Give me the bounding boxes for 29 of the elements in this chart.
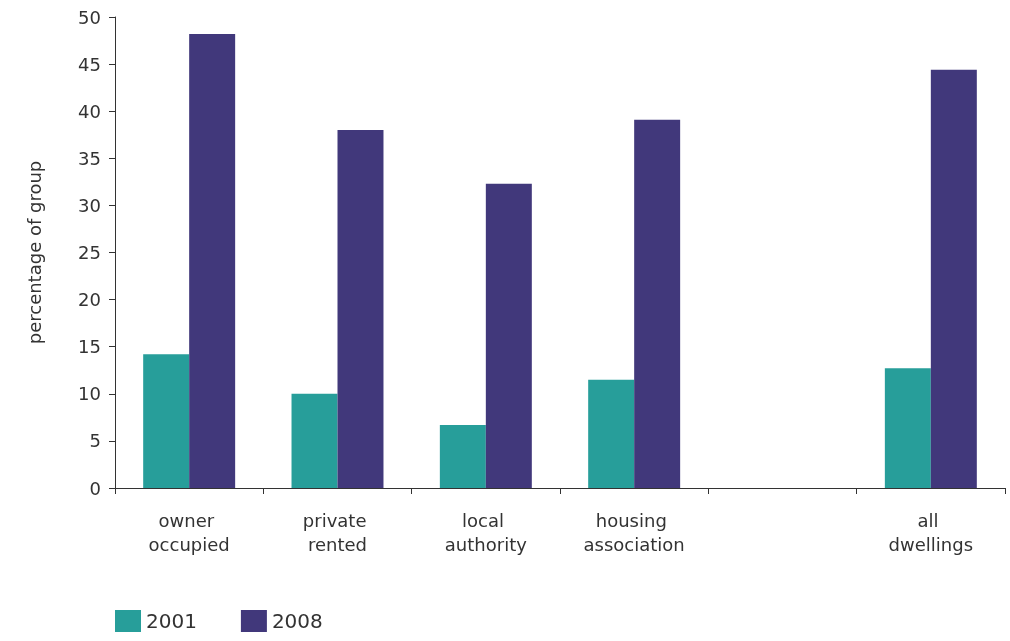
y-tick-label: 40: [78, 100, 101, 122]
bar: [930, 69, 977, 488]
y-tick-label: 15: [78, 336, 101, 358]
x-tick-label: private rented: [302, 509, 373, 555]
bar: [439, 424, 486, 488]
y-tick-label: 30: [78, 194, 101, 216]
bar: [485, 183, 532, 488]
legend-label: 2001: [146, 609, 197, 633]
x-tick-label: owner occupied: [148, 509, 230, 555]
y-tick-label: 45: [78, 53, 101, 75]
y-tick-label: 50: [78, 6, 101, 28]
bar: [143, 354, 190, 488]
y-tick-label: 35: [78, 147, 101, 169]
y-axis-title: percentage of group: [23, 160, 45, 345]
bar: [291, 393, 338, 488]
y-tick-label: 25: [78, 242, 101, 263]
bar: [634, 119, 681, 488]
y-tick-label: 20: [78, 289, 101, 311]
bar: [337, 130, 384, 488]
x-tick-label: all dwellings: [888, 509, 974, 555]
x-tick-label: local authority: [444, 509, 528, 555]
bar: [588, 379, 635, 488]
bar: [189, 33, 236, 488]
x-tick-label: housing association: [583, 509, 685, 555]
y-tick-label: 0: [89, 477, 101, 499]
legend-label: 2008: [271, 609, 323, 633]
y-tick-label: 5: [89, 430, 101, 452]
y-tick-label: 10: [78, 383, 101, 405]
bar: [884, 368, 931, 488]
